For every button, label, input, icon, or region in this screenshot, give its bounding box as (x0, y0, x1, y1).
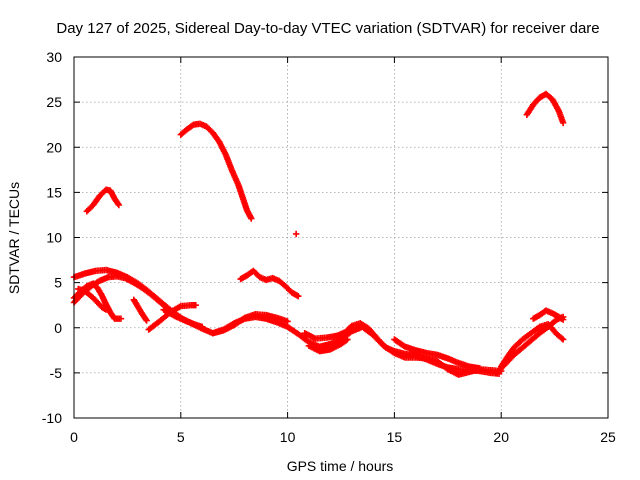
data-point (192, 301, 199, 309)
grid-lines (74, 57, 608, 418)
series-arc-late-peak (523, 90, 567, 127)
y-axis-label: SDTVAR / TECUs (6, 182, 22, 294)
x-tick-label: 0 (70, 429, 78, 445)
y-tick-label: 5 (54, 275, 62, 291)
series-arc-mid-high (237, 267, 302, 300)
series-arc-afternoon-b (391, 336, 484, 372)
y-tick-label: 20 (46, 139, 62, 155)
data-point (248, 215, 255, 222)
series-arc-early-high (83, 186, 123, 215)
data-point (115, 201, 123, 209)
data-point (143, 317, 150, 324)
x-tick-label: 20 (493, 429, 509, 445)
data-point (344, 336, 351, 343)
series-arc-noon-b (301, 320, 503, 377)
data-point (117, 315, 125, 322)
series-isolated-point (292, 230, 300, 238)
series-arc-morning-peak (177, 120, 255, 222)
y-tick-label: 15 (46, 184, 62, 200)
series-arc-dawn-e (130, 296, 150, 324)
y-tick-label: -5 (50, 365, 63, 381)
y-tick-label: -10 (42, 410, 62, 426)
data-point (559, 336, 567, 343)
x-tick-label: 15 (387, 429, 403, 445)
data-point (559, 316, 567, 323)
data-point (558, 335, 566, 342)
chart-title: Day 127 of 2025, Sidereal Day-to-day VTE… (56, 20, 599, 37)
x-axis-label: GPS time / hours (287, 458, 394, 474)
data-point (142, 316, 149, 323)
y-tick-label: 30 (46, 49, 62, 65)
y-tick-label: 0 (54, 320, 62, 336)
x-tick-label: 10 (280, 429, 296, 445)
data-point (292, 230, 300, 238)
data-series (70, 90, 567, 378)
x-tick-label: 5 (177, 429, 185, 445)
series-arc-dawn-d (75, 285, 110, 313)
data-point (284, 318, 291, 325)
data-point (114, 200, 122, 207)
series-arc-evening-a (493, 313, 567, 377)
data-point (559, 119, 567, 127)
series-arc-dawn-c (70, 280, 125, 322)
axis-ticks: 0 5 10 15 20 25 -10 -5 0 5 10 15 20 25 30 (42, 49, 616, 445)
data-point (342, 337, 350, 344)
y-tick-label: 25 (46, 94, 62, 110)
data-point (476, 365, 484, 372)
y-tick-label: 10 (46, 230, 62, 246)
series-arc-evening-b (498, 320, 567, 370)
data-point (102, 306, 110, 313)
x-tick-label: 25 (600, 429, 616, 445)
data-point (295, 292, 302, 300)
series-arc-evening-c (530, 307, 567, 323)
series-arc-noon-c (305, 336, 351, 355)
